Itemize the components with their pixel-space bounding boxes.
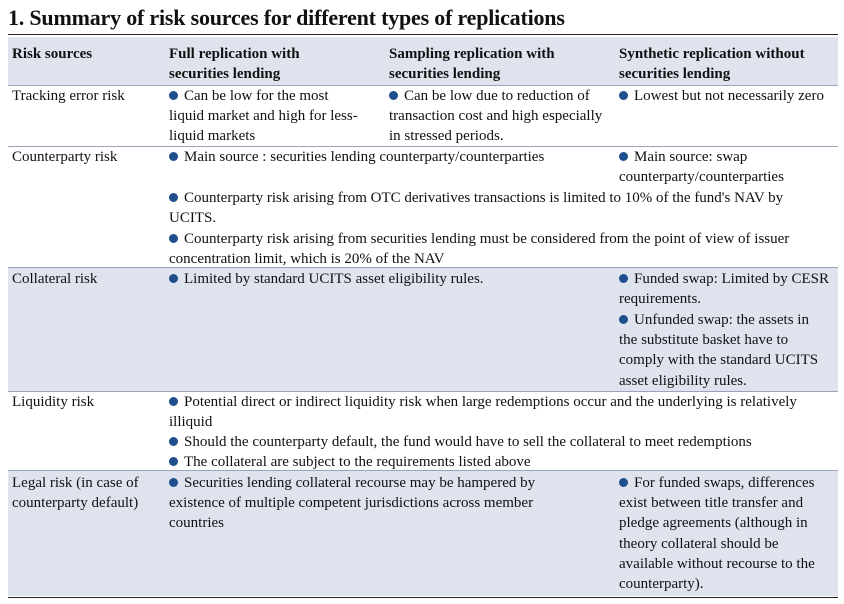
collateral-synthetic-b1-text: Funded swap: Limited by CESR requirement… — [619, 271, 829, 308]
counterparty-synthetic-text: Main source: swap counterparty/counterpa… — [619, 149, 784, 186]
bullet-icon — [619, 274, 628, 283]
liquidity-b1-text: Potential direct or indirect liquidity r… — [169, 394, 797, 431]
bullet-icon — [169, 437, 178, 446]
row-divider — [8, 470, 838, 471]
bullet-icon — [169, 274, 178, 283]
bullet-icon — [619, 152, 628, 161]
row-divider — [8, 85, 838, 86]
liquidity-b3-cell: The collateral are subject to the requir… — [169, 452, 833, 472]
bullet-icon — [169, 478, 178, 487]
counterparty-b1-text: Main source : securities lending counter… — [184, 149, 545, 165]
header-risk-sources: Risk sources — [12, 46, 93, 62]
collateral-synthetic-b2-cell: Unfunded swap: the assets in the substit… — [619, 310, 831, 391]
liquidity-b3-text: The collateral are subject to the requir… — [184, 454, 531, 470]
counterparty-b2-text: Counterparty risk arising from OTC deriv… — [169, 190, 784, 227]
bullet-icon — [169, 152, 178, 161]
liquidity-b2-text: Should the counterparty default, the fun… — [184, 434, 752, 450]
bullet-icon — [169, 91, 178, 100]
legal-b1-cell: Securities lending collateral recourse m… — [169, 473, 589, 534]
tracking-synthetic-text: Lowest but not necessarily zero — [634, 88, 824, 104]
collateral-b1-text: Limited by standard UCITS asset eligibil… — [184, 271, 484, 287]
collateral-band — [8, 267, 838, 391]
header-sampling-replication: Sampling replication with securities len… — [389, 46, 555, 83]
tracking-sampling-cell: Can be low due to reduction of transacti… — [389, 86, 611, 147]
collateral-synthetic-b2-text: Unfunded swap: the assets in the substit… — [619, 312, 819, 389]
row-divider — [8, 146, 838, 147]
row-label-legal: Legal risk (in case of counterparty defa… — [12, 475, 139, 512]
row-divider — [8, 391, 838, 392]
legal-band — [8, 470, 838, 596]
header-band — [8, 37, 838, 85]
row-label-liquidity: Liquidity risk — [12, 394, 95, 410]
counterparty-b3-cell: Counterparty risk arising from securitie… — [169, 229, 833, 269]
counterparty-b1-cell: Main source : securities lending counter… — [169, 147, 614, 167]
legal-synthetic-text: For funded swaps, differences exist betw… — [619, 475, 815, 593]
counterparty-b3-text: Counterparty risk arising from securitie… — [169, 231, 790, 268]
header-synthetic-replication: Synthetic replication without securities… — [619, 46, 805, 83]
collateral-synthetic-b1-cell: Funded swap: Limited by CESR requirement… — [619, 269, 831, 309]
bullet-icon — [389, 91, 398, 100]
liquidity-b1-cell: Potential direct or indirect liquidity r… — [169, 392, 833, 432]
bullet-icon — [619, 478, 628, 487]
tracking-synthetic-cell: Lowest but not necessarily zero — [619, 86, 834, 106]
tracking-full-text: Can be low for the most liquid market an… — [169, 88, 358, 145]
table-title: 1. Summary of risk sources for different… — [8, 5, 565, 30]
bullet-icon — [169, 457, 178, 466]
counterparty-synthetic-cell: Main source: swap counterparty/counterpa… — [619, 147, 834, 187]
bullet-icon — [169, 193, 178, 202]
row-label-counterparty: Counterparty risk — [12, 149, 118, 165]
row-divider — [8, 267, 838, 268]
bullet-icon — [619, 91, 628, 100]
bullet-icon — [169, 234, 178, 243]
row-label-tracking-error: Tracking error risk — [12, 88, 125, 104]
tracking-sampling-text: Can be low due to reduction of transacti… — [389, 88, 603, 145]
counterparty-b2-cell: Counterparty risk arising from OTC deriv… — [169, 188, 833, 228]
bullet-icon — [619, 315, 628, 324]
collateral-b1-cell: Limited by standard UCITS asset eligibil… — [169, 269, 614, 289]
liquidity-b2-cell: Should the counterparty default, the fun… — [169, 432, 839, 452]
row-label-collateral: Collateral risk — [12, 271, 98, 287]
legal-synthetic-cell: For funded swaps, differences exist betw… — [619, 473, 834, 594]
legal-b1-text: Securities lending collateral recourse m… — [169, 475, 536, 532]
table-bottom-rule — [8, 597, 838, 598]
tracking-full-cell: Can be low for the most liquid market an… — [169, 86, 365, 147]
bullet-icon — [169, 397, 178, 406]
header-full-replication: Full replication with securities lending — [169, 46, 300, 83]
title-divider — [8, 34, 838, 35]
